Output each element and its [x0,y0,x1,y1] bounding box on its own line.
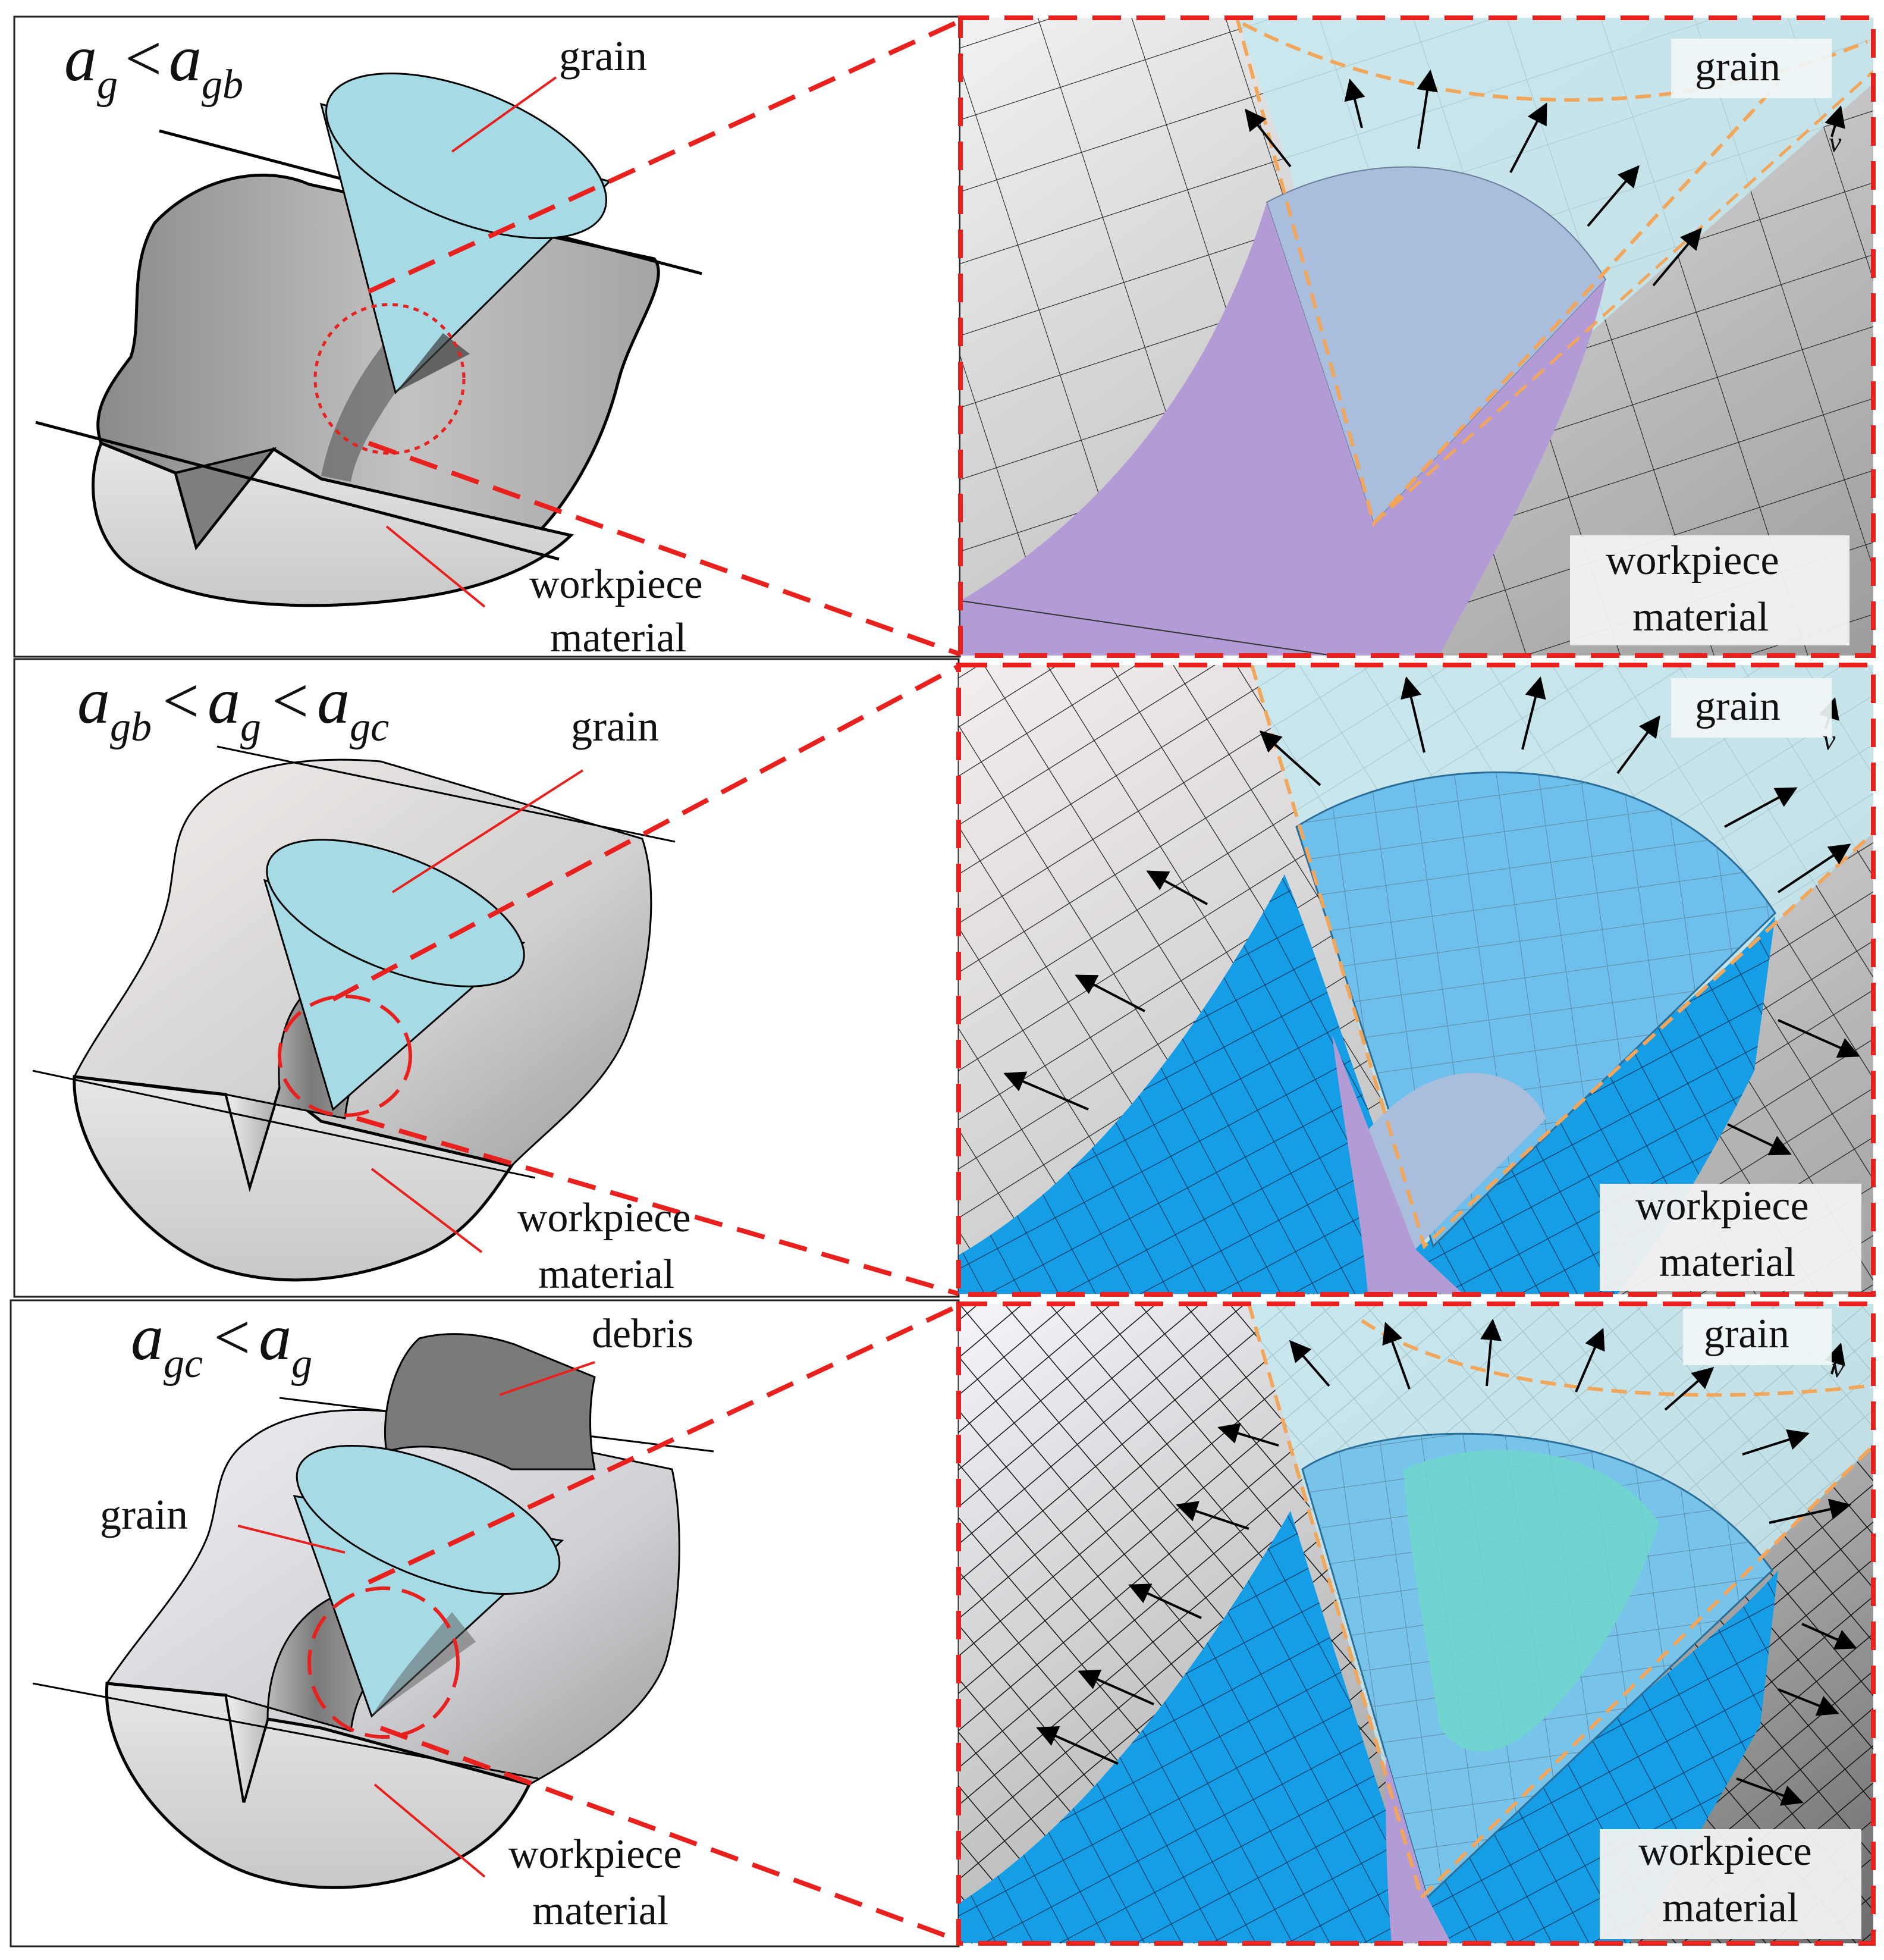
workpiece-leader-2 [370,1168,483,1253]
zoom-grain-label-2: grain [1695,683,1781,729]
zoom-workpiece-label-3b: material [1662,1885,1798,1931]
grain-cone-3 [293,1444,564,1718]
condition-1: ag < agb [64,22,243,108]
panel-2: agb < ag < agc grain workpiece material [13,658,1876,1298]
zoom-workpiece-label-2a: workpiece [1635,1183,1809,1229]
velocity-label-3: v [1832,1352,1845,1384]
debris-label: debris [592,1311,693,1357]
zoom-grain-label-1: grain [1695,44,1781,90]
workpiece-leader-3 [373,1783,486,1878]
workpiece-label-1b: material [550,615,686,661]
grain-leader-3 [237,1525,346,1554]
zoom-circle-3 [307,1586,460,1739]
workpiece-label-2b: material [538,1252,674,1297]
zoom-line-1a [368,18,962,294]
zoom-grain-tag-1 [1671,39,1832,98]
grain-label-3: grain [100,1491,188,1538]
zoom-line-2b [356,1116,960,1296]
debris-chip [384,1333,596,1470]
grain-leader-2 [391,769,584,893]
zoom-workpiece-tag-3 [1600,1829,1861,1939]
zoom-line-1b [368,441,962,657]
zoom-frame-3 [956,1302,1876,1946]
workpiece-label-3a: workpiece [508,1832,682,1877]
condition-2: agb < ag < agc [77,664,389,750]
debris-leader [499,1361,595,1396]
zoom-grain-tag-3 [1683,1309,1832,1365]
condition-3: agc < ag [131,1301,312,1387]
zoom-circle-1 [313,303,466,455]
workpiece-label-2a: workpiece [517,1195,691,1241]
zoom-line-2a [332,664,960,1002]
zoom-workpiece-label-2b: material [1659,1240,1795,1285]
zoom-frame-2 [956,663,1876,1297]
velocity-label-2: v [1823,725,1836,756]
zoom-grain-label-3: grain [1704,1311,1789,1357]
workpiece-label-1a: workpiece [529,562,703,607]
zoom-workpiece-label-3a: workpiece [1638,1829,1812,1874]
workpiece-leader-1 [385,525,486,608]
zoom-line-3b [379,1726,960,1943]
zoom-workpiece-label-1a: workpiece [1606,538,1779,584]
grain-label-2: grain [571,703,659,750]
zoom-frame-1 [958,15,1876,658]
zoom-circle-2 [278,995,412,1117]
zoom-workpiece-tag-1 [1570,535,1850,645]
zoom-line-3a [368,1303,960,1585]
zoom-view-2 [959,665,1873,1294]
grain-cone-2 [263,839,526,1111]
velocity-label-1: v [1829,127,1842,158]
panel-1: ag < agb grain workpiece material [13,15,1876,661]
zoom-grain-tag-2 [1671,678,1832,738]
grain-label-1: grain [559,32,647,80]
zoom-workpiece-label-1b: material [1632,594,1769,640]
zoom-workpiece-tag-2 [1600,1184,1861,1291]
grain-leader-1 [451,76,557,153]
workpiece-label-3b: material [532,1888,668,1934]
panel-3: agc < ag debris grain workpiece material [10,1299,1876,1948]
